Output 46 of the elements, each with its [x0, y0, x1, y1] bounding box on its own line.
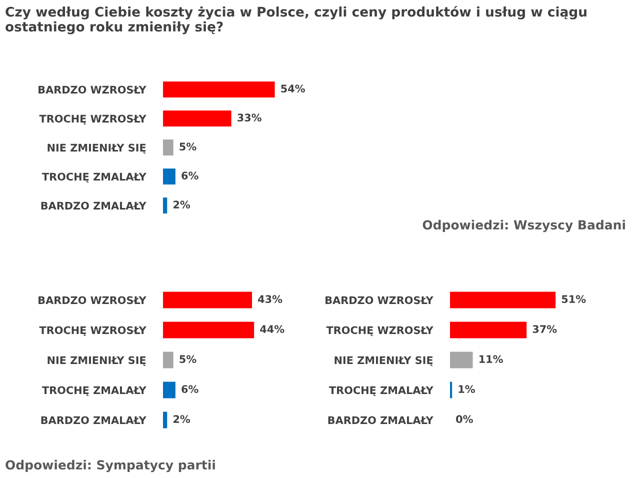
data-label: 6%: [182, 172, 198, 180]
bar: [163, 322, 254, 338]
data-label: 11%: [480, 355, 503, 364]
bar: [163, 110, 232, 126]
data-label: 0%: [456, 415, 473, 424]
bar: [163, 352, 174, 368]
y-tick-label: NIE ZMIENIŁY SIĘ: [334, 356, 433, 366]
data-label: 54%: [281, 84, 305, 93]
chart-title: Czy według Ciebie koszty życia w Polsce, czyli ceny produktów i usług w ciągu ostatniego roku zmieniły się?: [6, 6, 586, 34]
bar: [163, 292, 252, 308]
data-label: 33%: [238, 114, 262, 122]
bar: [163, 82, 275, 98]
y-tick-label: NIE ZMIENIŁY SIĘ: [48, 356, 146, 366]
y-tick-label: TROCHĘ WZROSŁY: [39, 114, 146, 124]
y-tick-label: BARDZO WZROSŁY: [38, 296, 146, 304]
bar: [450, 292, 556, 308]
bar: [163, 140, 174, 156]
y-tick-label: TROCHĘ WZROSŁY: [326, 326, 434, 336]
text: Odpowiedzi: Wszyscy Badani: [422, 220, 625, 232]
text: Odpowiedzi: Sympatycy partii: [6, 460, 215, 472]
bar: [163, 198, 168, 214]
data-label: 5%: [180, 355, 196, 364]
y-tick-label: TROCHĘ ZMALAŁY: [42, 386, 146, 396]
data-label: 1%: [458, 385, 475, 394]
y-tick-label: BARDZO WZROSŁY: [326, 296, 434, 304]
data-label: 2%: [174, 415, 190, 424]
bar: [163, 168, 176, 184]
data-label: 37%: [532, 325, 557, 334]
y-tick-label: BARDZO ZMALAŁY: [41, 416, 146, 424]
y-tick-label: BARDZO ZMALAŁY: [328, 416, 434, 424]
y-tick-label: NIE ZMIENIŁY SIĘ: [48, 144, 146, 154]
y-tick-label: TROCHĘ WZROSŁY: [39, 326, 146, 336]
y-tick-label: BARDZO WZROSŁY: [38, 86, 146, 94]
bar: [450, 352, 473, 368]
data-label: 2%: [174, 200, 190, 209]
data-label: 5%: [180, 142, 196, 151]
bar: [163, 412, 168, 428]
data-label: 6%: [182, 385, 198, 394]
y-tick-label: TROCHĘ ZMALAŁY: [329, 386, 434, 396]
data-label: 51%: [562, 295, 586, 304]
data-label: 43%: [258, 295, 282, 304]
y-tick-label: BARDZO ZMALAŁY: [41, 202, 146, 210]
data-label: 44%: [260, 325, 284, 334]
bar: [450, 322, 527, 338]
bar: [163, 382, 176, 398]
y-tick-label: TROCHĘ ZMALAŁY: [42, 172, 146, 182]
